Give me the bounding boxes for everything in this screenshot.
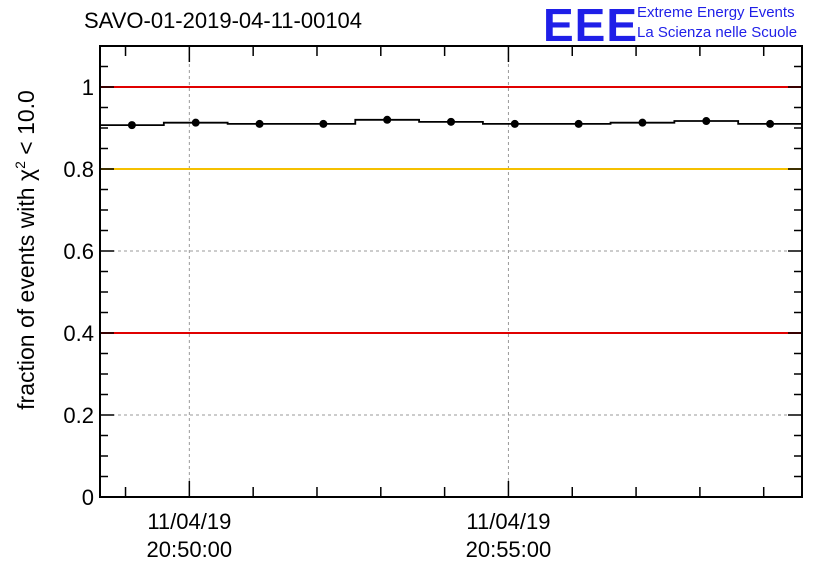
data-point [447, 117, 455, 126]
chart-title: SAVO-01-2019-04-11-00104 [84, 8, 363, 33]
x-tick-label-time: 20:50:00 [147, 537, 233, 562]
data-point [255, 119, 264, 128]
y-tick-label: 0 [82, 485, 94, 510]
y-tick-label: 0.6 [63, 239, 94, 264]
data-point [191, 118, 200, 127]
plot-frame [99, 45, 803, 498]
data-point [574, 119, 583, 128]
data-point [127, 121, 136, 130]
y-tick-label: 0.8 [63, 157, 94, 182]
x-tick-label-date: 11/04/19 [466, 509, 550, 534]
data-point [702, 117, 711, 126]
data-point [319, 119, 328, 128]
data-point [510, 119, 519, 128]
eee-logo: EEE [543, 0, 639, 51]
data-point [766, 119, 775, 128]
x-tick-label-time: 20:55:00 [466, 537, 552, 562]
data-point [383, 115, 392, 124]
logo-text-line2: La Scienza nelle Scuole [637, 24, 798, 41]
y-tick-label: 0.4 [63, 321, 94, 346]
y-tick-label: 1 [82, 75, 94, 100]
data-point [638, 118, 647, 127]
logo-text-line1: Extreme Energy Events [637, 4, 795, 21]
x-tick-label-date: 11/04/19 [147, 509, 231, 534]
y-tick-label: 0.2 [63, 403, 94, 428]
